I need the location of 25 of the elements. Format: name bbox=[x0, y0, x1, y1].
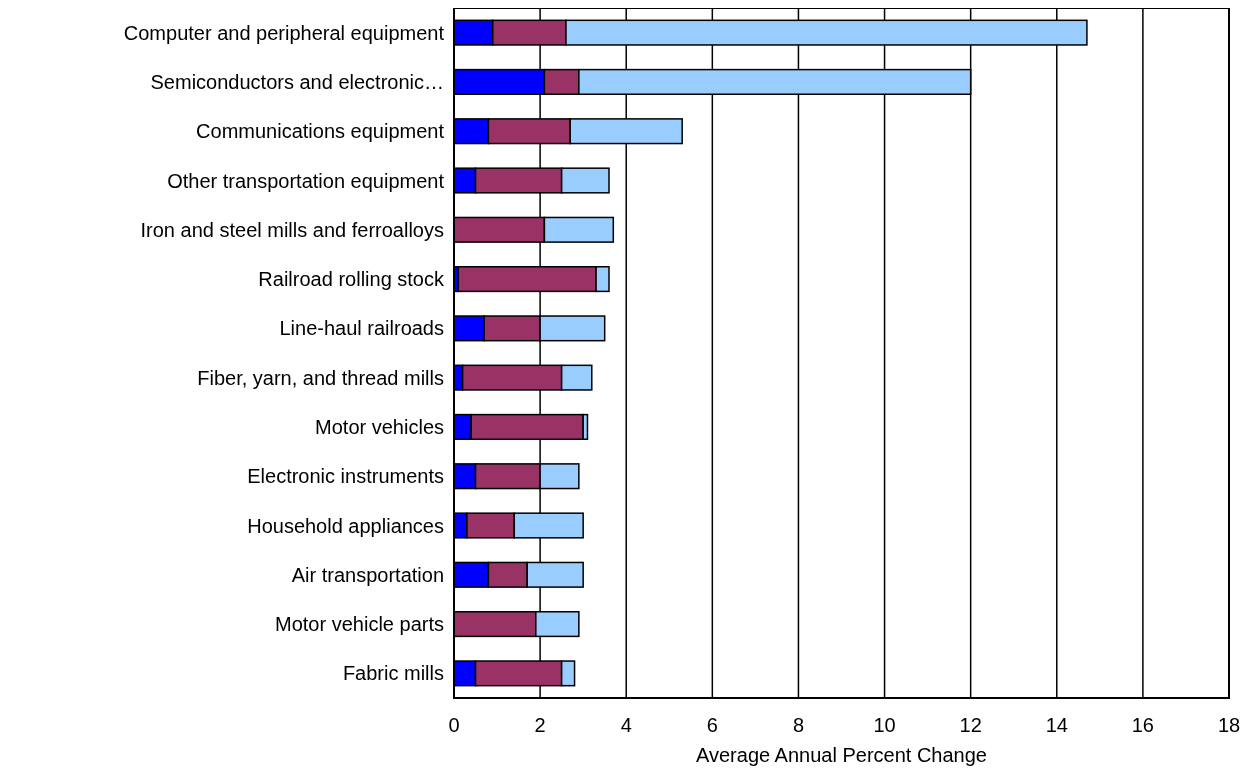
x-tick-label: 8 bbox=[792, 714, 805, 736]
x-tick-label: 12 bbox=[959, 714, 982, 736]
y-tick-label: Motor vehicle parts bbox=[275, 613, 444, 636]
x-tick-label: 0 bbox=[448, 714, 460, 736]
y-tick-label: Fiber, yarn, and thread mills bbox=[197, 366, 444, 389]
y-tick-label: Line-haul railroads bbox=[279, 317, 444, 340]
y-tick-label: Iron and steel mills and ferroalloys bbox=[140, 218, 444, 241]
y-tick-label: Electronic instruments bbox=[247, 465, 444, 488]
y-tick-label: Household appliances bbox=[247, 514, 444, 537]
y-tick-label: Fabric mills bbox=[342, 662, 444, 685]
y-tick-label: Railroad rolling stock bbox=[258, 268, 445, 291]
x-tick-label: 14 bbox=[1045, 714, 1068, 736]
x-tick-label: 16 bbox=[1131, 714, 1155, 736]
y-tick-label: Other transportation equipment bbox=[167, 169, 445, 192]
y-tick-label: Air transportation bbox=[291, 563, 444, 586]
y-tick-label: Computer and peripheral equipment bbox=[123, 21, 445, 44]
x-axis-title: Average Annual Percent Change bbox=[696, 744, 987, 766]
x-tick-label: 2 bbox=[534, 714, 546, 736]
y-tick-label: Communications equipment bbox=[196, 120, 445, 143]
x-tick-label: 18 bbox=[1217, 714, 1241, 736]
y-tick-label: Motor vehicles bbox=[315, 415, 444, 438]
x-tick-label: 4 bbox=[620, 714, 632, 736]
y-tick-label: Semiconductors and electronic… bbox=[150, 70, 444, 93]
x-tick-label: 6 bbox=[706, 714, 718, 736]
x-tick-label: 10 bbox=[873, 714, 896, 736]
